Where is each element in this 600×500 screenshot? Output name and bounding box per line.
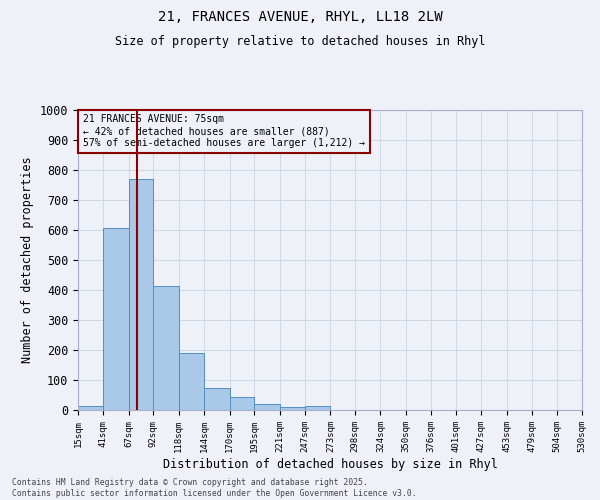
Bar [230,397,254,410]
Bar [254,404,280,410]
Bar [305,406,331,410]
Bar [129,179,154,410]
X-axis label: Distribution of detached houses by size in Rhyl: Distribution of detached houses by size … [163,458,497,470]
Text: Contains HM Land Registry data © Crown copyright and database right 2025.
Contai: Contains HM Land Registry data © Crown c… [12,478,416,498]
Bar [204,388,230,410]
Bar [78,406,103,410]
Y-axis label: Number of detached properties: Number of detached properties [21,156,34,364]
Bar [103,228,129,410]
Bar [280,407,305,410]
Bar [154,286,179,410]
Bar [179,352,204,410]
Text: Size of property relative to detached houses in Rhyl: Size of property relative to detached ho… [115,35,485,48]
Text: 21 FRANCES AVENUE: 75sqm
← 42% of detached houses are smaller (887)
57% of semi-: 21 FRANCES AVENUE: 75sqm ← 42% of detach… [83,114,365,148]
Text: 21, FRANCES AVENUE, RHYL, LL18 2LW: 21, FRANCES AVENUE, RHYL, LL18 2LW [158,10,442,24]
